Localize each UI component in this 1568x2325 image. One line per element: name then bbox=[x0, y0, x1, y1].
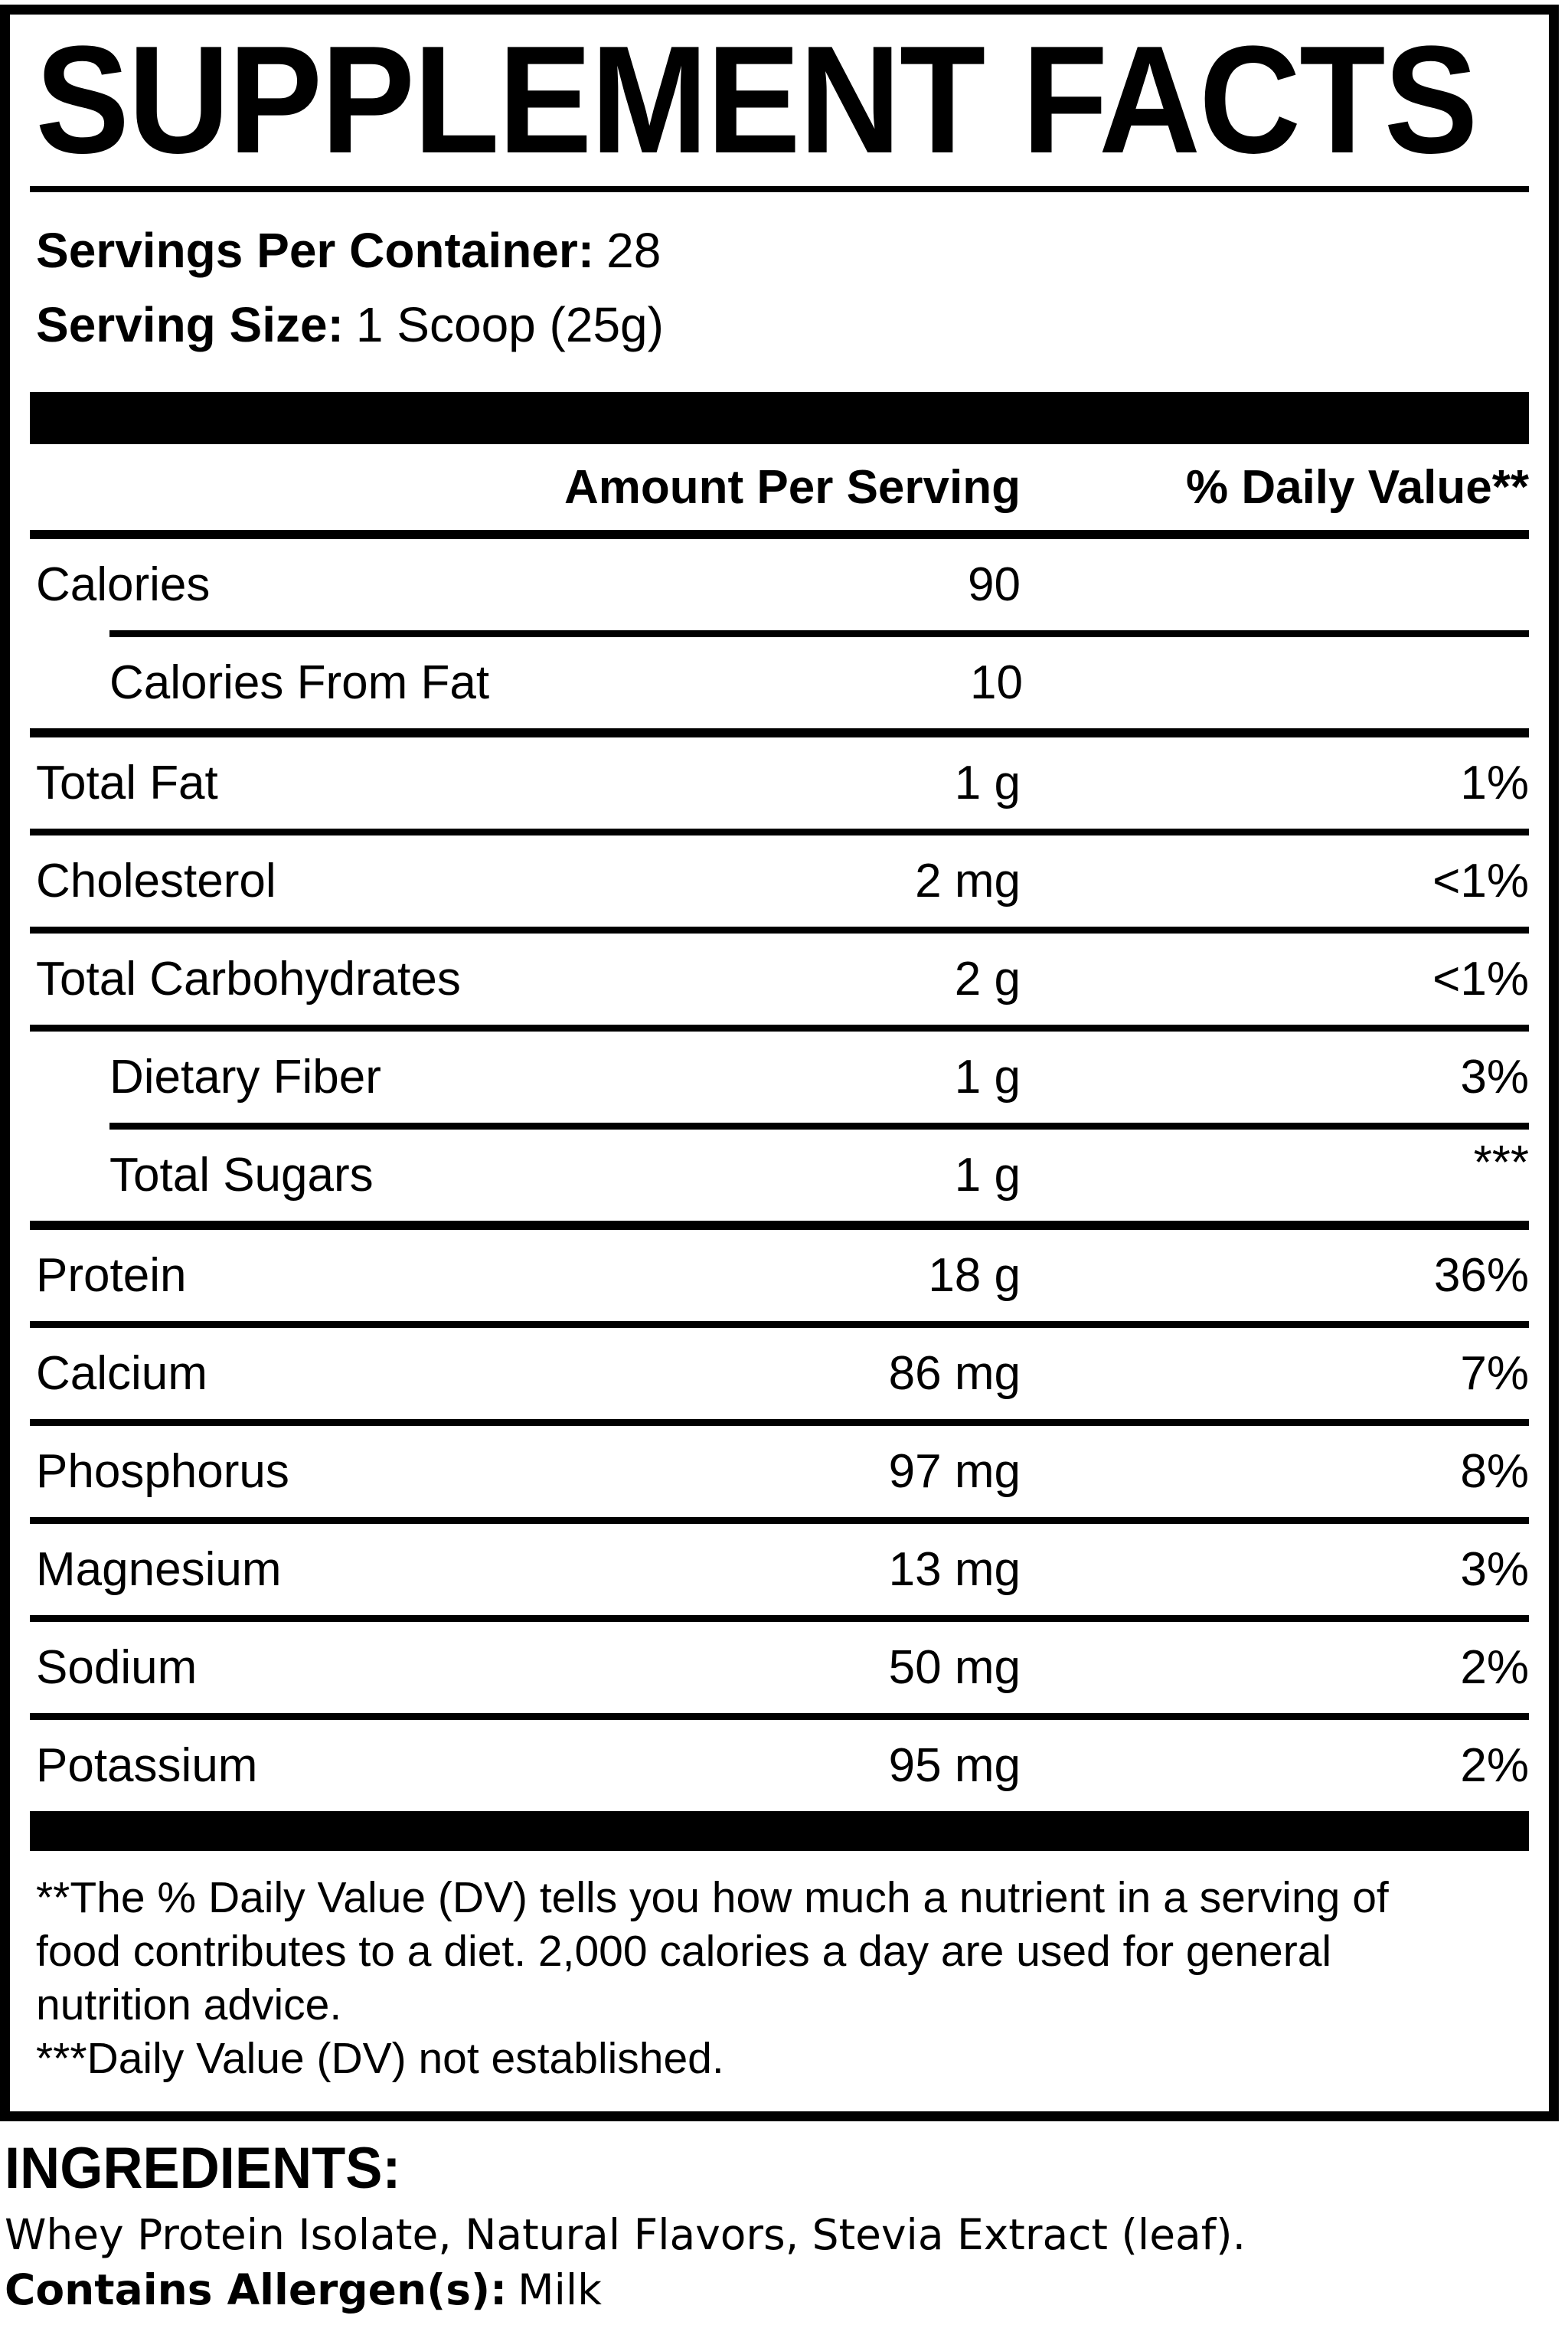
servings-per-container-line: Servings Per Container: 28 bbox=[36, 214, 1529, 288]
nutrient-amount: 1 g bbox=[954, 1051, 1021, 1104]
nutrient-amount: 10 bbox=[970, 656, 1023, 709]
row-divider bbox=[30, 829, 1529, 835]
nutrient-daily-value: 3% bbox=[1460, 1051, 1529, 1104]
panel-title-row: SUPPLEMENT FACTS bbox=[30, 15, 1529, 186]
row-divider bbox=[30, 1419, 1529, 1426]
nutrition-table-rows: Calories 90 Calories From Fat 10 Total F… bbox=[30, 539, 1529, 1811]
nutrient-amount: 86 mg bbox=[888, 1347, 1021, 1400]
allergen-label: Contains Allergen(s): bbox=[5, 2265, 508, 2314]
nutrient-name: Protein bbox=[36, 1249, 187, 1302]
row-divider bbox=[109, 630, 1529, 637]
footnotes: **The % Daily Value (DV) tells you how m… bbox=[30, 1851, 1529, 2085]
nutrient-daily-value: <1% bbox=[1432, 953, 1529, 1006]
table-row: Cholesterol 2 mg <1% bbox=[30, 835, 1529, 927]
row-divider bbox=[30, 728, 1529, 737]
not-established-footnote: ***Daily Value (DV) not established. bbox=[36, 2034, 724, 2083]
nutrient-daily-value: *** bbox=[1473, 1136, 1529, 1189]
serving-size-line: Serving Size: 1 Scoop (25g) bbox=[36, 288, 1529, 362]
nutrient-daily-value: 3% bbox=[1460, 1543, 1529, 1596]
nutrient-name: Calcium bbox=[36, 1347, 207, 1400]
row-divider bbox=[30, 927, 1529, 934]
top-section-bar bbox=[30, 392, 1529, 444]
nutrient-amount: 2 g bbox=[954, 953, 1021, 1006]
servings-per-container-value: 28 bbox=[606, 223, 662, 278]
nutrient-amount: 50 mg bbox=[888, 1641, 1021, 1694]
table-row: Calcium 86 mg 7% bbox=[30, 1328, 1529, 1419]
row-divider bbox=[30, 1615, 1529, 1622]
row-divider bbox=[109, 1123, 1529, 1130]
panel-title: SUPPLEMENT FACTS bbox=[35, 15, 1478, 185]
nutrient-name: Total Fat bbox=[36, 757, 218, 809]
nutrient-daily-value: 36% bbox=[1433, 1249, 1529, 1302]
nutrient-amount: 2 mg bbox=[915, 855, 1021, 907]
nutrient-daily-value: 1% bbox=[1460, 757, 1529, 809]
allergen-line: Contains Allergen(s): Milk bbox=[5, 2262, 1536, 2317]
row-divider bbox=[30, 1713, 1529, 1720]
nutrient-amount: 13 mg bbox=[888, 1543, 1021, 1596]
nutrient-amount: 18 g bbox=[928, 1249, 1021, 1302]
nutrient-amount: 95 mg bbox=[888, 1739, 1021, 1792]
ingredients-section: INGREDIENTS: Whey Protein Isolate, Natur… bbox=[5, 2137, 1536, 2317]
nutrient-daily-value: 2% bbox=[1460, 1739, 1529, 1792]
facts-panel: SUPPLEMENT FACTS Servings Per Container:… bbox=[0, 5, 1559, 2121]
daily-value-footnote: **The % Daily Value (DV) tells you how m… bbox=[36, 1873, 1389, 2029]
nutrient-name: Phosphorus bbox=[36, 1445, 289, 1498]
nutrient-name: Sodium bbox=[36, 1641, 198, 1694]
ingredients-list: Whey Protein Isolate, Natural Flavors, S… bbox=[5, 2210, 1246, 2259]
nutrient-name: Calories bbox=[36, 558, 211, 611]
nutrient-amount: 1 g bbox=[954, 1149, 1021, 1202]
servings-per-container-label: Servings Per Container: bbox=[36, 223, 595, 278]
table-row: Total Carbohydrates 2 g <1% bbox=[30, 934, 1529, 1025]
nutrient-name: Dietary Fiber bbox=[109, 1051, 381, 1104]
row-divider bbox=[30, 1517, 1529, 1524]
nutrient-daily-value: <1% bbox=[1432, 855, 1529, 907]
table-header-row: Amount Per Serving % Daily Value** bbox=[30, 444, 1529, 530]
row-divider bbox=[30, 1321, 1529, 1328]
title-divider bbox=[30, 186, 1529, 192]
table-row: Total Sugars 1 g *** bbox=[30, 1130, 1529, 1221]
table-row: Phosphorus 97 mg 8% bbox=[30, 1426, 1529, 1517]
table-row: Dietary Fiber 1 g 3% bbox=[30, 1032, 1529, 1123]
nutrient-name: Total Carbohydrates bbox=[36, 953, 461, 1006]
header-divider bbox=[30, 530, 1529, 539]
nutrient-name: Magnesium bbox=[36, 1543, 282, 1596]
table-row: Sodium 50 mg 2% bbox=[30, 1622, 1529, 1713]
nutrient-daily-value: 7% bbox=[1460, 1347, 1529, 1400]
ingredients-heading: INGREDIENTS: bbox=[5, 2136, 401, 2201]
nutrient-name: Total Sugars bbox=[109, 1149, 374, 1202]
table-row: Magnesium 13 mg 3% bbox=[30, 1524, 1529, 1615]
row-divider bbox=[30, 1221, 1529, 1230]
nutrient-daily-value: 2% bbox=[1460, 1641, 1529, 1694]
serving-info: Servings Per Container: 28 Serving Size: 1… bbox=[30, 192, 1529, 362]
serving-size-value: 1 Scoop (25g) bbox=[355, 297, 664, 352]
nutrient-name: Cholesterol bbox=[36, 855, 276, 907]
table-row: Calories From Fat 10 bbox=[30, 637, 1529, 728]
nutrient-amount: 90 bbox=[968, 558, 1021, 611]
table-row: Protein 18 g 36% bbox=[30, 1230, 1529, 1321]
serving-size-label: Serving Size: bbox=[36, 297, 344, 352]
nutrient-name: Calories From Fat bbox=[109, 656, 490, 709]
daily-value-header: % Daily Value** bbox=[1185, 460, 1529, 514]
table-row: Calories 90 bbox=[30, 539, 1529, 630]
bottom-section-bar bbox=[30, 1811, 1529, 1851]
nutrient-daily-value: 8% bbox=[1460, 1445, 1529, 1498]
table-row: Total Fat 1 g 1% bbox=[30, 737, 1529, 829]
nutrient-amount: 97 mg bbox=[888, 1445, 1021, 1498]
nutrient-amount: 1 g bbox=[954, 757, 1021, 809]
allergen-value: Milk bbox=[518, 2265, 603, 2314]
amount-per-serving-header: Amount Per Serving bbox=[564, 460, 1021, 514]
row-divider bbox=[30, 1025, 1529, 1032]
nutrient-name: Potassium bbox=[36, 1739, 258, 1792]
table-row: Potassium 95 mg 2% bbox=[30, 1720, 1529, 1811]
